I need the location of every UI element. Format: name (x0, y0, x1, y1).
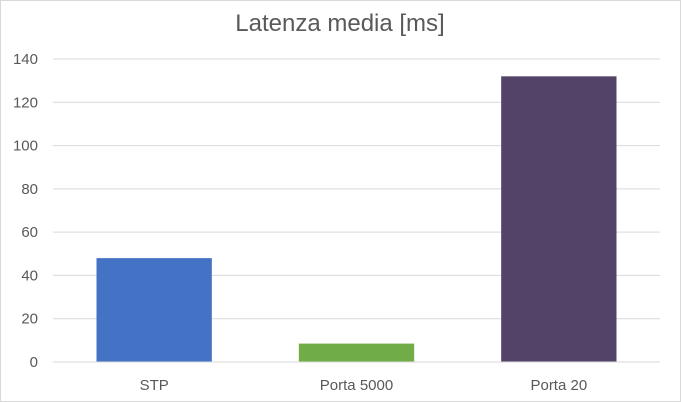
y-tick-label: 60 (21, 224, 38, 241)
chart-title: Latenza media [ms] (235, 10, 444, 37)
y-tick-label: 100 (13, 138, 38, 155)
y-tick-label: 0 (30, 354, 38, 371)
y-tick-label: 40 (21, 267, 38, 284)
bar-porta-20 (501, 76, 617, 363)
x-axis-labels: STP Porta 5000 Porta 20 (140, 377, 588, 394)
y-axis-ticks: 0 20 40 60 80 100 120 140 (13, 51, 38, 371)
y-tick-label: 20 (21, 311, 38, 328)
x-category-label: STP (140, 377, 169, 394)
y-tick-label: 120 (13, 94, 38, 111)
x-category-label: Porta 20 (530, 377, 587, 394)
bar-porta-5000 (298, 343, 415, 362)
bar-stp (96, 258, 212, 362)
y-tick-label: 80 (21, 181, 38, 198)
bars (96, 76, 617, 363)
x-category-label: Porta 5000 (320, 377, 393, 394)
y-tick-label: 140 (13, 51, 38, 68)
